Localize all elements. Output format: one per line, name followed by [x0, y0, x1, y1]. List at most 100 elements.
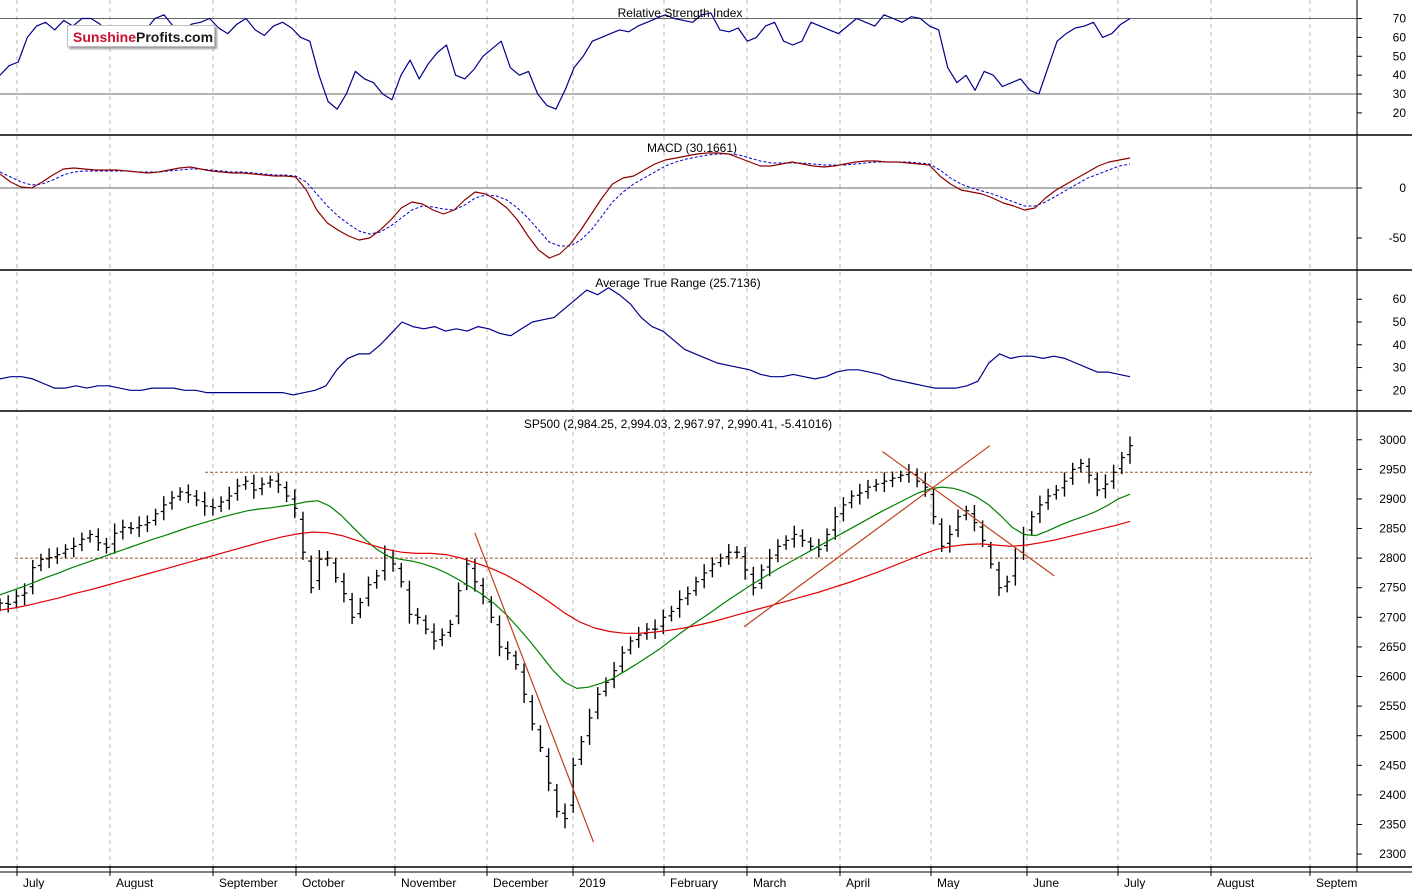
price-bar: [283, 481, 290, 503]
x-tick-label: December: [493, 876, 548, 889]
price-bar: [594, 687, 601, 720]
price-bar: [332, 557, 339, 583]
price-bar: [1045, 488, 1052, 510]
price-bar: [349, 592, 356, 624]
short-moving-average-line: [0, 486, 1131, 690]
x-tick-label: August: [116, 876, 154, 889]
price-bar: [955, 509, 962, 538]
price-bar: [201, 491, 208, 516]
price-bar: [783, 535, 790, 550]
price-bar: [1028, 511, 1035, 536]
price-bar: [144, 515, 151, 533]
price-bar: [807, 537, 814, 551]
price-bar: [570, 757, 577, 813]
price-bar: [643, 623, 650, 640]
price-bar: [693, 576, 700, 596]
price-bar: [250, 474, 257, 499]
price-bar: [1036, 495, 1043, 523]
price-bar: [1094, 472, 1101, 497]
y-tick-label: -50: [1389, 231, 1407, 245]
price-bar: [889, 471, 896, 488]
price-bar: [193, 490, 200, 507]
price-bar: [733, 546, 740, 559]
y-tick-label: 20: [1393, 383, 1407, 397]
trend-line: [743, 445, 991, 628]
price-bar: [1110, 464, 1117, 489]
y-tick-label: 3000: [1379, 433, 1406, 447]
y-tick-label: 20: [1393, 106, 1407, 120]
price-bar: [209, 498, 216, 516]
price-bar: [864, 479, 871, 499]
price-bar: [324, 550, 331, 567]
y-tick-label: 2550: [1379, 699, 1406, 713]
price-bar: [95, 528, 102, 551]
price-bar: [717, 553, 724, 568]
price-bar: [267, 475, 274, 488]
price-bar: [742, 546, 749, 580]
price-bar: [652, 619, 659, 639]
price-bar: [439, 628, 446, 647]
price-bar: [259, 477, 266, 496]
price-bar: [136, 516, 143, 538]
y-tick-label: 2850: [1379, 522, 1406, 536]
price-bar: [5, 595, 12, 613]
x-tick-label: July: [23, 876, 44, 889]
price-bar: [62, 544, 69, 559]
price-bar: [160, 496, 167, 521]
price-bar: [447, 619, 454, 637]
macd-signal-line: [0, 153, 1131, 247]
y-tick-label: 2400: [1379, 788, 1406, 802]
price-bar: [987, 541, 994, 569]
price-bar: [119, 519, 126, 540]
price-bar: [414, 607, 421, 625]
price-bar: [398, 562, 405, 588]
y-tick-label: 40: [1393, 68, 1407, 82]
price-bar: [299, 511, 306, 560]
x-tick-label: July: [1124, 876, 1145, 889]
price-bar: [340, 572, 347, 603]
price-bar: [54, 547, 61, 564]
price-bar: [545, 748, 552, 792]
y-tick-label: 2600: [1379, 670, 1406, 684]
x-tick-label: 2019: [579, 876, 606, 889]
price-bar: [1102, 474, 1109, 499]
price-bar: [750, 566, 757, 596]
price-bar: [635, 626, 642, 648]
x-tick-label: April: [846, 876, 870, 889]
price-bar: [668, 605, 675, 622]
x-tick-label: August: [1217, 876, 1255, 889]
y-tick-label: 2750: [1379, 581, 1406, 595]
y-tick-label: 60: [1393, 292, 1407, 306]
price-bar: [308, 555, 315, 594]
price-bar: [1077, 458, 1084, 473]
price-bar: [406, 580, 413, 624]
price-bar: [676, 590, 683, 618]
price-bar: [709, 557, 716, 578]
price-bar: [930, 486, 937, 525]
price-bar: [275, 472, 282, 493]
price-bar: [660, 609, 667, 634]
price-bar: [586, 708, 593, 745]
price-bar: [152, 508, 159, 526]
price-bar: [1069, 462, 1076, 485]
price-bar: [897, 470, 904, 483]
price-bar: [578, 736, 585, 765]
price-bar: [373, 569, 380, 589]
price-bar: [848, 490, 855, 509]
panel-title: SP500 (2,984.25, 2,994.03, 2,967.97, 2,9…: [524, 417, 832, 431]
panel-title: MACD (30.1661): [647, 141, 737, 155]
price-bar: [78, 532, 85, 552]
price-bar: [177, 487, 184, 501]
sunshine-profits-logo: SunshineProfits.com: [67, 25, 215, 47]
price-bar: [471, 558, 478, 592]
macd-line: [0, 152, 1131, 259]
price-bar: [537, 725, 544, 753]
y-tick-label: 2350: [1379, 817, 1406, 831]
price-bar: [1053, 484, 1060, 500]
price-bar: [128, 522, 135, 535]
y-tick-label: 2900: [1379, 492, 1406, 506]
price-bar: [1127, 436, 1133, 464]
price-bar: [1118, 451, 1125, 475]
y-tick-label: 70: [1393, 12, 1407, 26]
